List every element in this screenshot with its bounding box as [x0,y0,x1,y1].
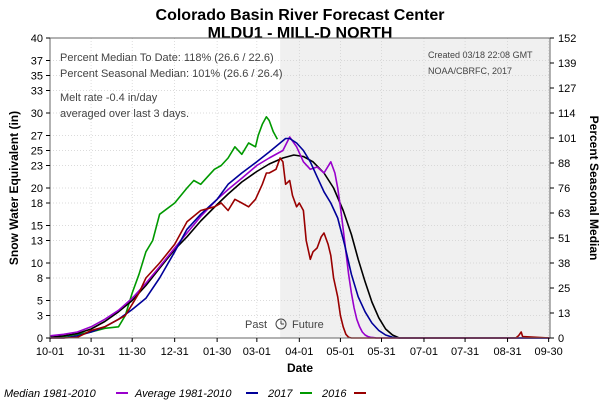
legend-label-average: Average 1981-2010 [134,388,232,400]
x-tick-label: 05-31 [367,346,395,358]
annotation-median-to-date: Percent Median To Date: 118% (26.6 / 22.… [60,52,274,64]
x-tick-label: 03-01 [243,346,271,358]
y-right-tick-label: 139 [558,58,576,70]
y-tick-label: 30 [31,108,43,120]
x-axis: 10-01 10-31 11-30 12-31 01-30 03-01 04-01 05-01… [36,338,563,358]
y-right-tick-label: 38 [558,258,570,270]
y-right-tick-label: 51 [558,233,570,245]
legend-label-2016: 2016 [321,388,347,400]
annotation-credit: NOAA/CBRFC, 2017 [428,66,512,76]
y-right-tick-label: 88 [558,158,570,170]
y-tick-label: 37 [31,56,43,68]
legend-label-2017: 2017 [267,388,293,400]
series-line-median-1981-2010 [49,154,550,339]
annotation-melt-note: averaged over last 3 days. [60,108,189,120]
x-tick-label: 07-31 [451,346,479,358]
chart-title: Colorado Basin River Forecast Center [156,7,445,24]
future-label: Future [292,319,324,331]
y-tick-label: 23 [31,161,43,173]
y-right-tick-label: 76 [558,183,570,195]
series-line-2016 [49,116,279,339]
y-right-tick-label: 101 [558,133,576,145]
y-axis-right: 0 13 25 38 51 63 76 88 101 114 127 139 152 [550,33,576,345]
legend: Median 1981-2010 Average 1981-2010 2017 … [4,388,366,400]
clock-icon [275,318,287,330]
y-tick-label: 40 [31,33,43,45]
y-tick-label: 5 [37,296,43,308]
y-tick-label: 13 [31,236,43,248]
y-axis-right-title: Percent Seasonal Median [587,116,600,261]
x-tick-label: 09-30 [535,346,563,358]
x-tick-label: 10-01 [36,346,64,358]
series-line-2017 [50,137,550,339]
past-label: Past [245,319,267,331]
x-tick-label: 01-30 [203,346,231,358]
y-right-tick-label: 127 [558,83,576,95]
y-tick-label: 15 [31,221,43,233]
x-tick-label: 11-30 [119,346,146,358]
y-tick-label: 25 [31,146,43,158]
x-axis-title: Date [287,361,313,375]
annotation-melt-rate: Melt rate -0.4 in/day [60,92,158,104]
y-tick-label: 35 [31,71,43,83]
y-axis-title: Snow Water Equivalent (in) [7,111,21,265]
y-right-tick-label: 25 [558,283,570,295]
x-tick-label: 07-01 [410,346,438,358]
x-tick-label: 08-31 [493,346,521,358]
y-tick-label: 10 [31,258,43,270]
y-right-tick-label: 0 [558,333,564,345]
y-tick-label: 18 [31,198,43,210]
future-shading [280,38,550,338]
y-tick-label: 27 [31,131,43,143]
y-tick-label: 33 [31,86,43,98]
annotation-created: Created 03/18 22:08 GMT [428,50,533,60]
y-tick-label: 8 [37,273,43,285]
annotation-seasonal-median: Percent Seasonal Median: 101% (26.6 / 26… [60,68,283,80]
y-right-tick-label: 152 [558,33,576,45]
y-tick-label: 3 [37,311,43,323]
y-right-tick-label: 13 [558,308,570,320]
y-tick-label: 20 [31,183,43,195]
legend-label-median: Median 1981-2010 [4,388,97,400]
y-right-tick-label: 114 [558,108,576,120]
x-tick-label: 12-31 [161,346,189,358]
x-tick-label: 04-01 [285,346,313,358]
y-tick-label: 0 [37,333,43,345]
x-tick-label: 10-31 [77,346,105,358]
x-tick-label: 05-01 [326,346,354,358]
y-right-tick-label: 63 [558,208,570,220]
series-line-2015 [50,157,551,339]
